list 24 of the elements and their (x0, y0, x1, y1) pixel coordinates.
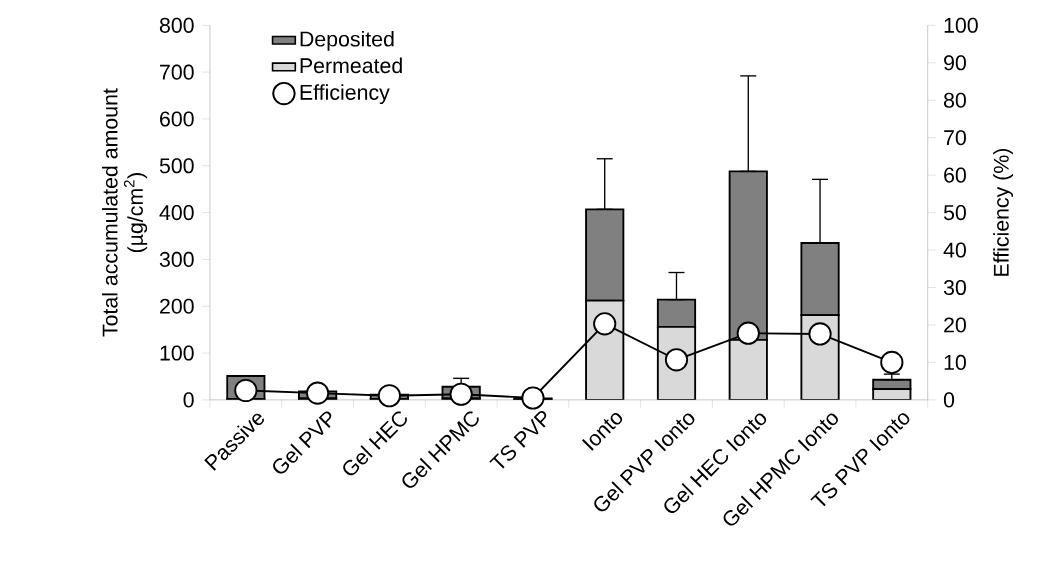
y-tick-label: 0 (183, 392, 194, 408)
y-tick-label: 400 (159, 204, 194, 221)
y-tick-label: 800 (159, 17, 194, 33)
legend-label: Permeated (300, 57, 402, 74)
y2-tick-label: 0 (943, 392, 955, 408)
y-tick-label: 500 (159, 158, 194, 174)
y2-tick-label: 100 (944, 17, 978, 33)
y-tick-label: 300 (159, 251, 194, 267)
y2-tick-label: 30 (943, 279, 966, 295)
y-tick-label: 700 (160, 64, 194, 80)
y2-tick-label: 90 (944, 55, 966, 71)
legend-label: Deposited (300, 30, 394, 51)
legend-label: Efficiency (300, 84, 390, 105)
y2-tick-label: 80 (944, 92, 966, 108)
y-tick-label: 600 (160, 111, 194, 127)
y2-tick-label: 20 (944, 317, 966, 333)
y2-tick-label: 40 (943, 242, 966, 258)
y2-tick-label: 70 (944, 130, 966, 146)
y-tick-label: 100 (160, 345, 194, 361)
y2-tick-label: 10 (944, 354, 966, 370)
y2-tick-label: 50 (943, 204, 966, 221)
y2-axis-title: Efficiency (%) (993, 148, 1014, 276)
y2-tick-label: 60 (944, 167, 966, 183)
y-tick-label: 200 (160, 298, 194, 314)
